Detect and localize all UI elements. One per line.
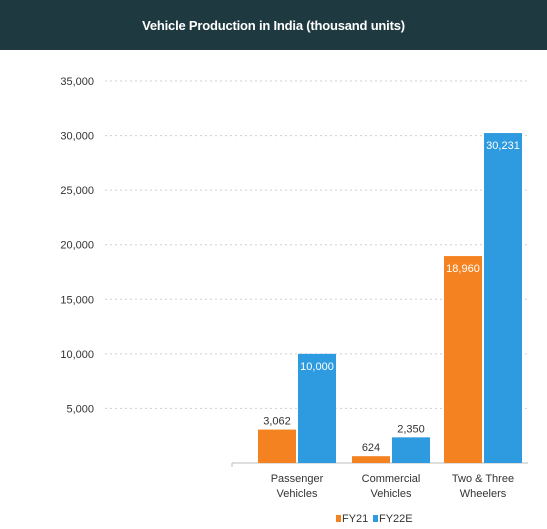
x-category-label: Wheelers [460, 488, 507, 500]
data-label: 624 [362, 442, 380, 454]
x-category-label: Commercial [362, 473, 421, 485]
chart-header: Vehicle Production in India (thousand un… [0, 0, 547, 50]
y-tick-label: 10,000 [60, 349, 94, 361]
y-tick-label: 30,000 [60, 131, 94, 143]
bar-fy21-1 [352, 456, 390, 463]
legend-swatch-fy22e [373, 515, 378, 522]
y-tick-label: 25,000 [60, 185, 94, 197]
bar-fy21-0 [258, 429, 296, 463]
data-label: 18,960 [446, 263, 480, 275]
y-tick-label: 35,000 [60, 76, 94, 88]
legend-label-fy22e: FY22E [379, 513, 413, 525]
y-tick-label: 20,000 [60, 240, 94, 252]
bar-fy22e-1 [392, 437, 430, 463]
data-label: 10,000 [300, 361, 334, 373]
bar-fy22e-0 [298, 353, 336, 463]
bar-fy21-2 [444, 256, 482, 463]
x-category-label: Vehicles [277, 488, 318, 500]
x-category-label: Passenger [271, 473, 324, 485]
x-category-label: Two & Three [452, 473, 514, 485]
legend-swatch-fy21 [336, 515, 341, 522]
legend-label-fy21: FY21 [342, 513, 368, 525]
data-label: 30,231 [486, 140, 520, 152]
y-tick-label: 15,000 [60, 294, 94, 306]
data-label: 2,350 [397, 423, 425, 435]
chart-title: Vehicle Production in India (thousand un… [142, 17, 405, 33]
data-label: 3,062 [263, 416, 291, 428]
bar-fy22e-2 [484, 133, 522, 463]
y-tick-label: 5,000 [66, 403, 94, 415]
x-category-label: Vehicles [371, 488, 412, 500]
